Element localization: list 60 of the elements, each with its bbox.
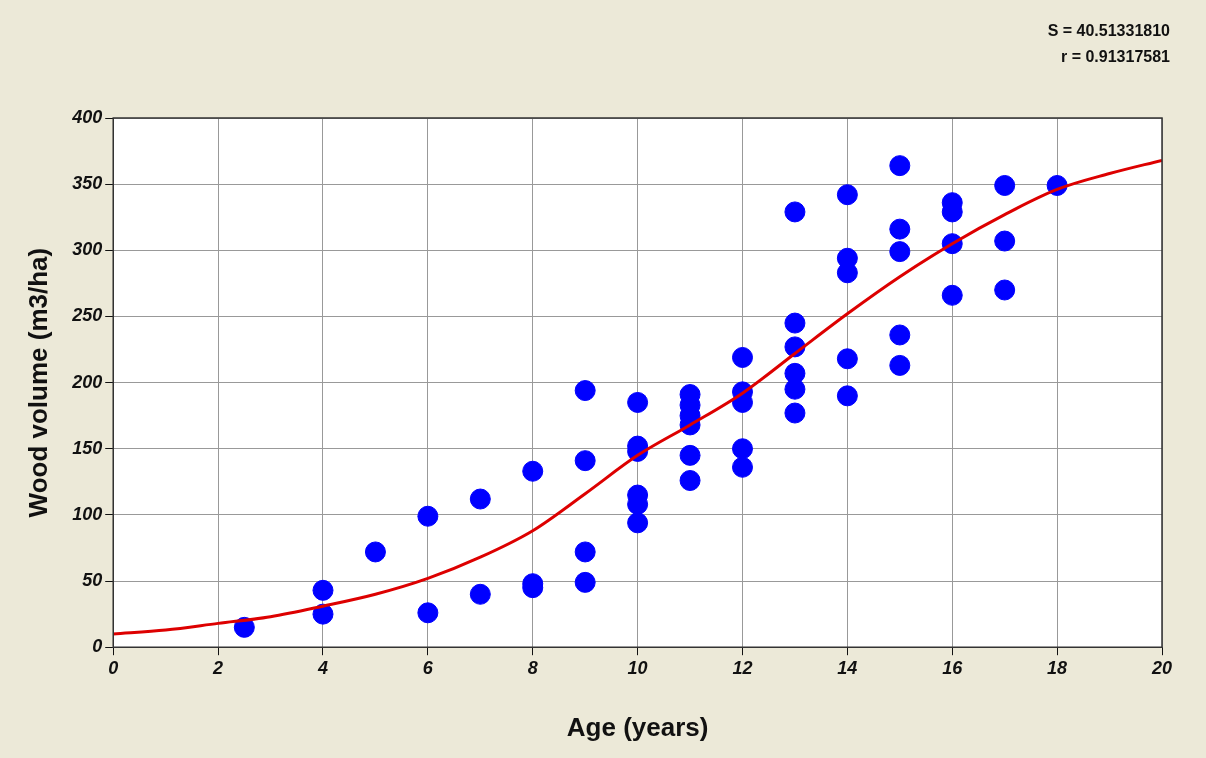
point [994,230,1016,252]
point [417,505,439,527]
point [889,324,911,346]
y-tick-label: 50 [82,570,103,591]
y-tick-label: 300 [72,239,103,260]
point [784,201,806,223]
x-tick-label: 0 [108,657,119,678]
y-tick-label: 400 [71,106,103,127]
point [417,602,439,624]
point [889,218,911,240]
point [994,174,1016,196]
x-tick-label: 14 [837,657,858,678]
point [836,184,858,206]
y-tick-label: 0 [92,636,103,657]
point [889,354,911,376]
y-tick-label: 250 [71,305,103,326]
point [994,279,1016,301]
point [574,450,596,472]
text: r = 0.91317581 [1060,47,1170,67]
x-tick-label: 16 [942,657,964,678]
x-tick-label: 2 [212,657,224,678]
x-tick-label: 20 [1150,657,1173,678]
x-tick-label: 8 [527,657,538,678]
point [731,456,753,478]
point [627,512,649,534]
point [469,488,491,510]
point [784,402,806,424]
point [836,262,858,284]
point [731,438,753,460]
point [364,541,386,563]
y-tick-label: 100 [72,503,103,524]
point [312,579,334,601]
text: S = 40.51331810 [1047,21,1170,41]
y-axis-title: Wood volume (m3/ha) [22,247,53,518]
y-tick-label: 200 [71,371,103,392]
point [836,348,858,370]
y-tick-label: 150 [72,437,103,458]
point [679,470,701,491]
point [574,380,596,402]
point [469,583,491,605]
x-axis-title: Age (years) [566,711,709,742]
point [627,391,649,413]
point [522,460,544,482]
point [679,444,701,466]
line-series [113,158,1162,636]
point [836,385,858,407]
point [784,312,806,334]
point [941,284,963,306]
x-tick-label: 10 [627,657,648,678]
point [889,241,911,263]
point [889,155,911,177]
y-tick-label: 350 [72,173,103,194]
point [731,346,753,368]
point [784,378,806,400]
point [574,571,596,593]
x-tick-label: 6 [422,657,434,678]
x-tick-label: 18 [1047,657,1068,678]
x-tick-label: 12 [732,657,753,678]
point [574,541,596,563]
x-tick-label: 4 [316,657,328,678]
